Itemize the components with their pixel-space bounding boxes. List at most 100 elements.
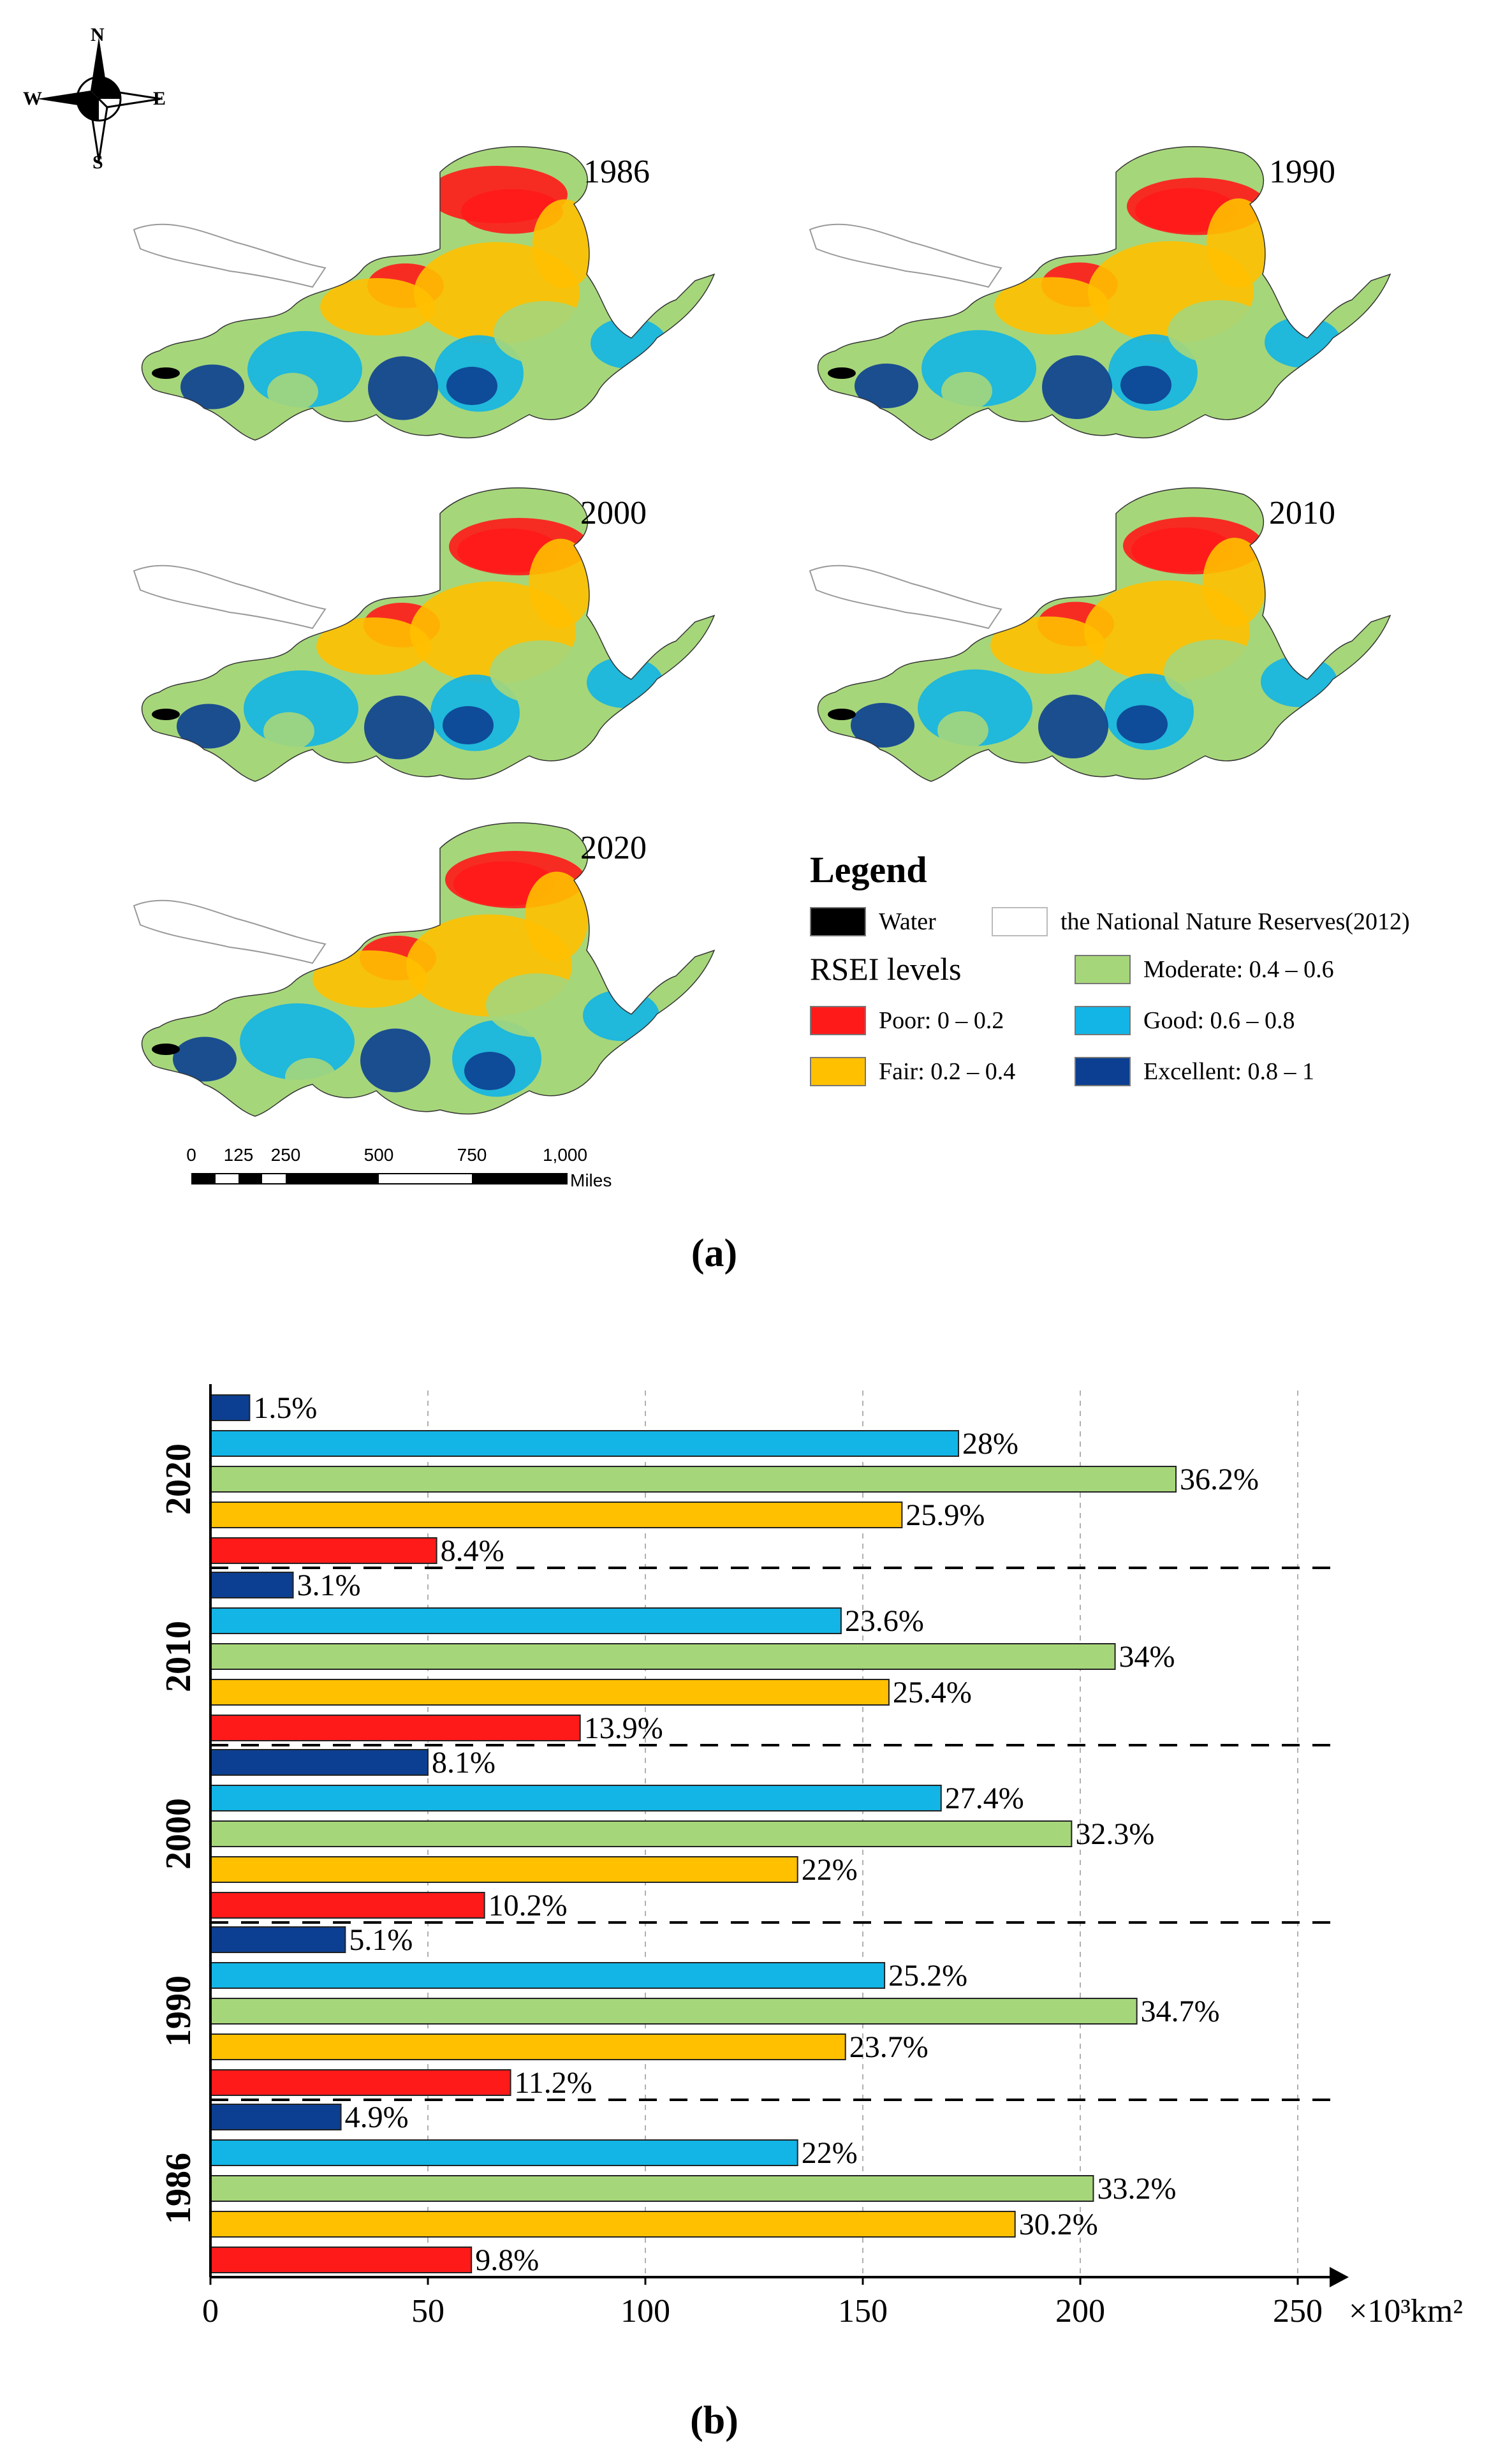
map-year-2000: 2000 xyxy=(580,495,647,531)
data-label-1986-fair: 30.2% xyxy=(1019,2208,1098,2241)
bar-2020-moderate xyxy=(210,1466,1177,1493)
data-label-1986-good: 22% xyxy=(802,2136,858,2170)
map-2010 xyxy=(759,475,1409,807)
panel-label-b: (b) xyxy=(690,2399,738,2442)
data-label-2000-poor: 10.2% xyxy=(488,1889,568,1922)
bar-2010-poor xyxy=(210,1715,581,1741)
map-year-2020: 2020 xyxy=(580,830,647,866)
bar-1990-poor xyxy=(210,2069,511,2096)
bar-2020-excellent xyxy=(210,1394,251,1421)
legend-swatch-excellent xyxy=(1075,1057,1131,1086)
bar-2010-fair xyxy=(210,1679,890,1706)
bar-2010-excellent xyxy=(210,1572,294,1598)
map-1990 xyxy=(759,134,1409,466)
scale-bar-graphic xyxy=(191,1173,568,1184)
data-label-2020-moderate: 36.2% xyxy=(1180,1463,1259,1496)
compass-north: N xyxy=(91,24,105,45)
legend-item-poor: Poor: 0 – 0.2 xyxy=(810,1005,1004,1037)
legend-title: Legend xyxy=(810,849,927,890)
data-label-2010-poor: 13.9% xyxy=(584,1711,663,1745)
x-axis-arrow-icon xyxy=(1330,2267,1349,2287)
data-label-2000-moderate: 32.3% xyxy=(1075,1817,1154,1851)
scale-label-0: 0 xyxy=(186,1145,196,1165)
legend-item-reserves: the National Nature Reserves(2012) xyxy=(992,906,1410,938)
legend-item-moderate: Moderate: 0.4 – 0.6 xyxy=(1075,954,1334,985)
legend-swatch-poor xyxy=(810,1006,866,1035)
legend-item-excellent: Excellent: 0.8 – 1 xyxy=(1075,1056,1314,1088)
data-label-2010-moderate: 34% xyxy=(1119,1640,1175,1674)
map-2020 xyxy=(83,810,733,1142)
year-label-1990: 1990 xyxy=(159,1975,198,2047)
x-tick-label: 200 xyxy=(1055,2293,1105,2329)
legend-swatch-water xyxy=(810,907,866,936)
data-label-2010-good: 23.6% xyxy=(845,1604,924,1638)
scale-label-500: 500 xyxy=(363,1145,394,1165)
bar-1990-moderate xyxy=(210,1998,1138,2025)
data-label-1990-good: 25.2% xyxy=(888,1959,967,1993)
data-label-2020-fair: 25.9% xyxy=(906,1498,985,1532)
scale-unit: Miles xyxy=(570,1170,612,1190)
x-tick-label: 150 xyxy=(838,2293,888,2329)
bar-1986-poor xyxy=(210,2247,473,2273)
bar-2020-good xyxy=(210,1430,960,1457)
data-label-1986-poor: 9.8% xyxy=(475,2243,539,2277)
rsei-bar-chart: 1.5% 28% 36.2% 25.9% 8.4% 2020 3.1% 23.6% 34% 25.… xyxy=(0,1365,1512,2360)
data-label-1990-poor: 11.2% xyxy=(515,2066,592,2100)
data-label-2010-excellent: 3.1% xyxy=(297,1568,361,1602)
year-label-2000: 2000 xyxy=(159,1798,198,1870)
map-2000 xyxy=(83,475,733,807)
legend-item-good: Good: 0.6 – 0.8 xyxy=(1075,1005,1295,1037)
bar-2000-fair xyxy=(210,1856,798,1883)
data-label-2010-fair: 25.4% xyxy=(893,1676,972,1709)
legend-item-fair: Fair: 0.2 – 0.4 xyxy=(810,1056,1015,1088)
bar-2000-good xyxy=(210,1785,942,1811)
bar-1986-good xyxy=(210,2139,798,2166)
data-label-2000-good: 27.4% xyxy=(945,1782,1024,1815)
data-label-2020-excellent: 1.5% xyxy=(253,1391,317,1425)
compass-west: W xyxy=(23,88,42,109)
x-tick-label: 0 xyxy=(202,2293,219,2329)
map-graphic xyxy=(133,822,716,1117)
bar-2000-poor xyxy=(210,1892,485,1919)
data-label-2000-excellent: 8.1% xyxy=(432,1746,495,1780)
panel-label-a: (a) xyxy=(691,1232,738,1275)
legend-label-poor: Poor: 0 – 0.2 xyxy=(879,1007,1004,1034)
legend-label-water: Water xyxy=(879,908,936,935)
map-1986 xyxy=(83,134,733,466)
map-graphic xyxy=(809,146,1391,441)
legend-swatch-fair xyxy=(810,1057,866,1086)
bar-2000-moderate xyxy=(210,1820,1073,1847)
map-legend: Legend Water the National Nature Reserve… xyxy=(800,848,1489,1135)
bar-1986-excellent xyxy=(210,2104,342,2130)
map-year-1990: 1990 xyxy=(1269,154,1335,190)
data-label-1986-moderate: 33.2% xyxy=(1097,2172,1176,2206)
compass-east: E xyxy=(153,88,166,109)
map-year-1986: 1986 xyxy=(584,154,650,190)
bar-1990-good xyxy=(210,1962,886,1989)
bar-2020-poor xyxy=(210,1537,437,1564)
data-label-1990-fair: 23.7% xyxy=(849,2030,928,2064)
compass-rose: N S E W xyxy=(23,24,172,173)
scale-label-1000: 1,000 xyxy=(542,1145,588,1165)
scale-label-750: 750 xyxy=(457,1145,487,1165)
x-tick-label: 50 xyxy=(411,2293,444,2329)
bar-2010-moderate xyxy=(210,1643,1116,1670)
bar-1990-fair xyxy=(210,2033,846,2060)
data-label-2000-fair: 22% xyxy=(802,1853,858,1887)
data-label-1990-moderate: 34.7% xyxy=(1141,1995,1220,2028)
legend-label-fair: Fair: 0.2 – 0.4 xyxy=(879,1058,1016,1085)
year-label-2020: 2020 xyxy=(159,1443,198,1515)
data-label-2020-good: 28% xyxy=(962,1427,1018,1461)
bar-1986-fair xyxy=(210,2211,1016,2238)
bar-1986-moderate xyxy=(210,2175,1094,2202)
bar-2010-good xyxy=(210,1607,842,1634)
compass-icon xyxy=(37,37,161,161)
bar-1990-excellent xyxy=(210,1926,346,1953)
map-year-2010: 2010 xyxy=(1269,495,1335,531)
data-label-1990-excellent: 5.1% xyxy=(349,1923,413,1957)
legend-levels-title: RSEI levels xyxy=(810,951,962,987)
year-label-1986: 1986 xyxy=(159,2153,198,2224)
chart-svg: 1.5% 28% 36.2% 25.9% 8.4% 2020 3.1% 23.6% 34% 25.… xyxy=(159,1384,1463,2329)
legend-label-moderate: Moderate: 0.4 – 0.6 xyxy=(1143,956,1334,983)
map-graphic xyxy=(809,487,1391,782)
